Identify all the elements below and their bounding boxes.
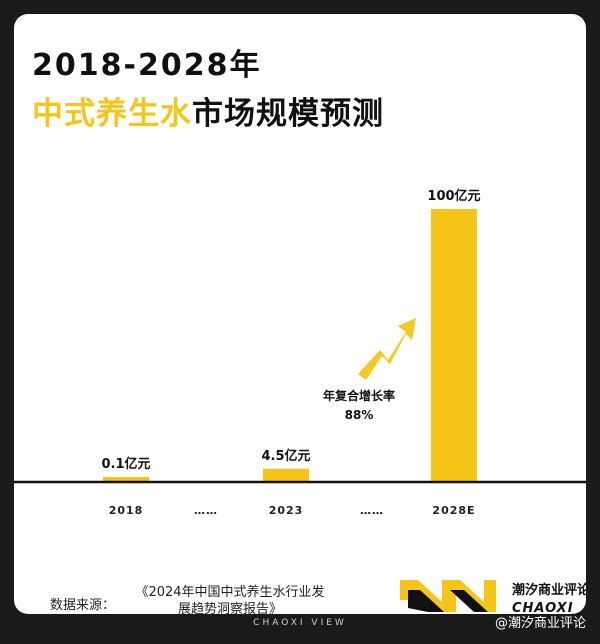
x-tick-label: 2023 <box>269 504 304 517</box>
title-highlight: 中式养生水 <box>32 96 192 132</box>
brand-name-en: CHAOXI <box>512 601 574 614</box>
x-tick-label: …… <box>194 504 218 517</box>
growth-arrow-icon <box>358 318 416 380</box>
bar <box>431 209 477 481</box>
brand-name-cn: 潮汐商业评论 <box>512 583 586 598</box>
data-label: 4.5亿元 <box>261 448 310 464</box>
cagr-label: 年复合增长率 <box>323 388 395 403</box>
watermark: @潮汐商业评论 <box>494 616 586 631</box>
x-tick-label: 2028E <box>432 504 475 517</box>
bar-chart: 2018 …… 2023 …… 2028E 0.1亿元 4.5亿元 100亿元 年复合增长率… <box>14 188 586 517</box>
data-label: 100亿元 <box>427 188 480 204</box>
title-line-1: 2018-2028年 <box>32 48 262 83</box>
data-labels: 0.1亿元 4.5亿元 100亿元 <box>101 188 480 472</box>
x-tick-labels: 2018 …… 2023 …… 2028E <box>109 504 475 517</box>
source-text: 《2024年中国中式养生水行业发展趋势洞察报告》 <box>135 585 325 614</box>
footer-text: CHAOXI VIEW <box>253 618 347 628</box>
x-tick-label: 2018 <box>109 504 144 517</box>
cagr-value: 88% <box>345 408 374 422</box>
x-tick-label: …… <box>360 504 384 517</box>
data-label: 0.1亿元 <box>101 456 150 472</box>
title-rest: 市场规模预测 <box>192 96 384 132</box>
chaoxi-logo-icon <box>400 580 496 612</box>
title-line-2: 中式养生水市场规模预测 <box>32 88 384 133</box>
source-label: 数据来源： <box>50 598 116 613</box>
infographic-card: 2018-2028年 中式养生水市场规模预测 2018 …… 2023 …… 2028E… <box>14 14 586 614</box>
bars-group <box>103 209 477 481</box>
bar <box>263 468 309 481</box>
bar <box>103 477 149 481</box>
